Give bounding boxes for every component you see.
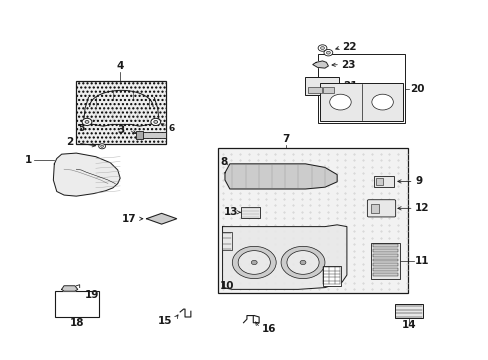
Bar [373,176,393,187]
Text: 2: 2 [66,138,74,147]
Bar [221,232,232,250]
Bar [307,87,321,93]
Bar [372,258,397,261]
Circle shape [329,94,350,110]
Text: 22: 22 [341,42,356,52]
Text: 19: 19 [84,291,99,301]
Text: 7: 7 [282,134,289,144]
Bar [323,87,333,93]
Polygon shape [53,153,120,196]
Text: 15: 15 [158,316,172,325]
Text: 11: 11 [414,256,429,266]
Text: 1: 1 [25,155,32,165]
Bar [77,82,165,143]
Circle shape [324,49,332,56]
Text: 4: 4 [116,60,123,71]
Circle shape [85,121,89,123]
Bar [375,178,382,185]
Text: 16: 16 [261,324,276,334]
Polygon shape [312,61,328,68]
Circle shape [326,51,330,54]
Text: 12: 12 [414,203,429,213]
Text: 3: 3 [118,125,125,135]
Bar [305,77,338,95]
Text: 21: 21 [342,81,357,91]
Polygon shape [61,286,78,291]
Bar [372,263,397,266]
Circle shape [154,121,158,123]
Text: 13: 13 [224,207,238,217]
Bar [217,148,407,293]
Circle shape [251,260,257,265]
Bar [372,249,397,252]
Bar [55,291,99,317]
Text: 18: 18 [70,319,84,328]
Bar [370,243,399,279]
Text: 8: 8 [220,157,227,167]
Bar [136,131,143,139]
Bar [372,268,397,271]
Bar [372,244,397,247]
Polygon shape [222,225,346,289]
Circle shape [371,94,392,110]
Bar [140,132,166,138]
Circle shape [101,145,103,147]
Text: 10: 10 [220,281,234,291]
Wedge shape [232,246,276,279]
Circle shape [320,46,324,49]
Bar [372,273,397,276]
Circle shape [99,144,105,149]
Text: 14: 14 [401,320,415,329]
Bar [241,207,259,218]
Circle shape [151,118,160,126]
Text: 9: 9 [414,176,422,186]
Bar [394,305,422,318]
FancyBboxPatch shape [366,200,395,217]
Polygon shape [146,213,176,224]
Circle shape [82,118,92,126]
Bar [76,81,166,144]
Bar [370,204,378,213]
Text: 23: 23 [340,59,355,69]
Text: 20: 20 [409,84,424,94]
Text: 5: 5 [79,123,85,132]
Circle shape [318,45,326,51]
Text: 6: 6 [168,123,175,132]
Bar [320,84,402,121]
Bar [372,254,397,257]
Wedge shape [281,246,325,279]
Text: 17: 17 [122,214,136,224]
Circle shape [300,260,305,265]
Polygon shape [224,164,336,189]
Bar [322,266,340,286]
Bar [317,54,405,123]
